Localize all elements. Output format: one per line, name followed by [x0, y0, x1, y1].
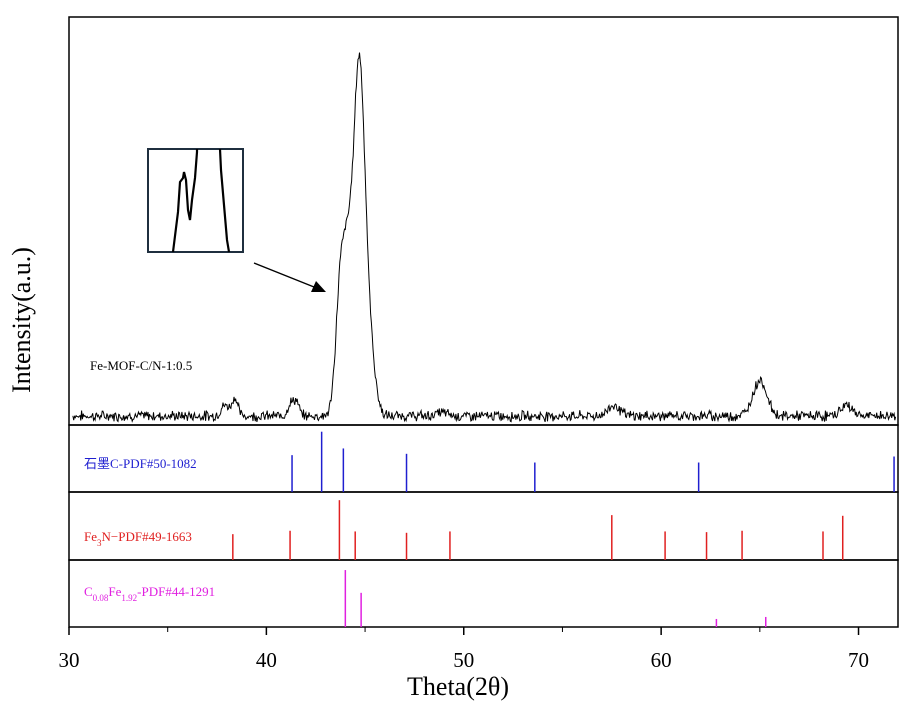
reference-1: 石墨C-PDF#50-1082 — [84, 431, 895, 492]
reference-panel-2 — [68, 491, 899, 561]
reference-2-label: Fe3N−PDF#49-1663 — [84, 529, 192, 548]
x-axis: 30 40 50 60 70 — [59, 627, 869, 672]
x-tick-label: 30 — [59, 648, 80, 672]
sample-pattern — [72, 52, 897, 423]
inset-arrow-head — [311, 281, 326, 292]
reference-3-label: C0.08Fe1.92-PDF#44-1291 — [84, 584, 215, 603]
zoom-inset — [147, 148, 326, 292]
x-tick-label: 60 — [651, 648, 672, 672]
reference-panel-3 — [68, 559, 899, 628]
reference-3: C0.08Fe1.92-PDF#44-1291 — [84, 570, 767, 627]
sample-series-line — [72, 52, 897, 423]
x-axis-label: Theta(2θ) — [407, 672, 509, 701]
reference-2: Fe3N−PDF#49-1663 — [84, 500, 844, 560]
y-axis-label: Intensity(a.u.) — [7, 247, 36, 393]
x-tick-label: 40 — [256, 648, 277, 672]
x-tick-label: 70 — [848, 648, 869, 672]
reference-patterns: 石墨C-PDF#50-1082 Fe3N−PDF#49-1663 C0.08Fe1.… — [84, 431, 895, 627]
x-tick-label: 50 — [453, 648, 474, 672]
inset-arrow-line — [253, 262, 315, 288]
reference-1-label: 石墨C-PDF#50-1082 — [84, 456, 197, 471]
sample-label: Fe-MOF-C/N-1:0.5 — [90, 358, 192, 373]
inset-zoom-trace — [171, 148, 231, 253]
